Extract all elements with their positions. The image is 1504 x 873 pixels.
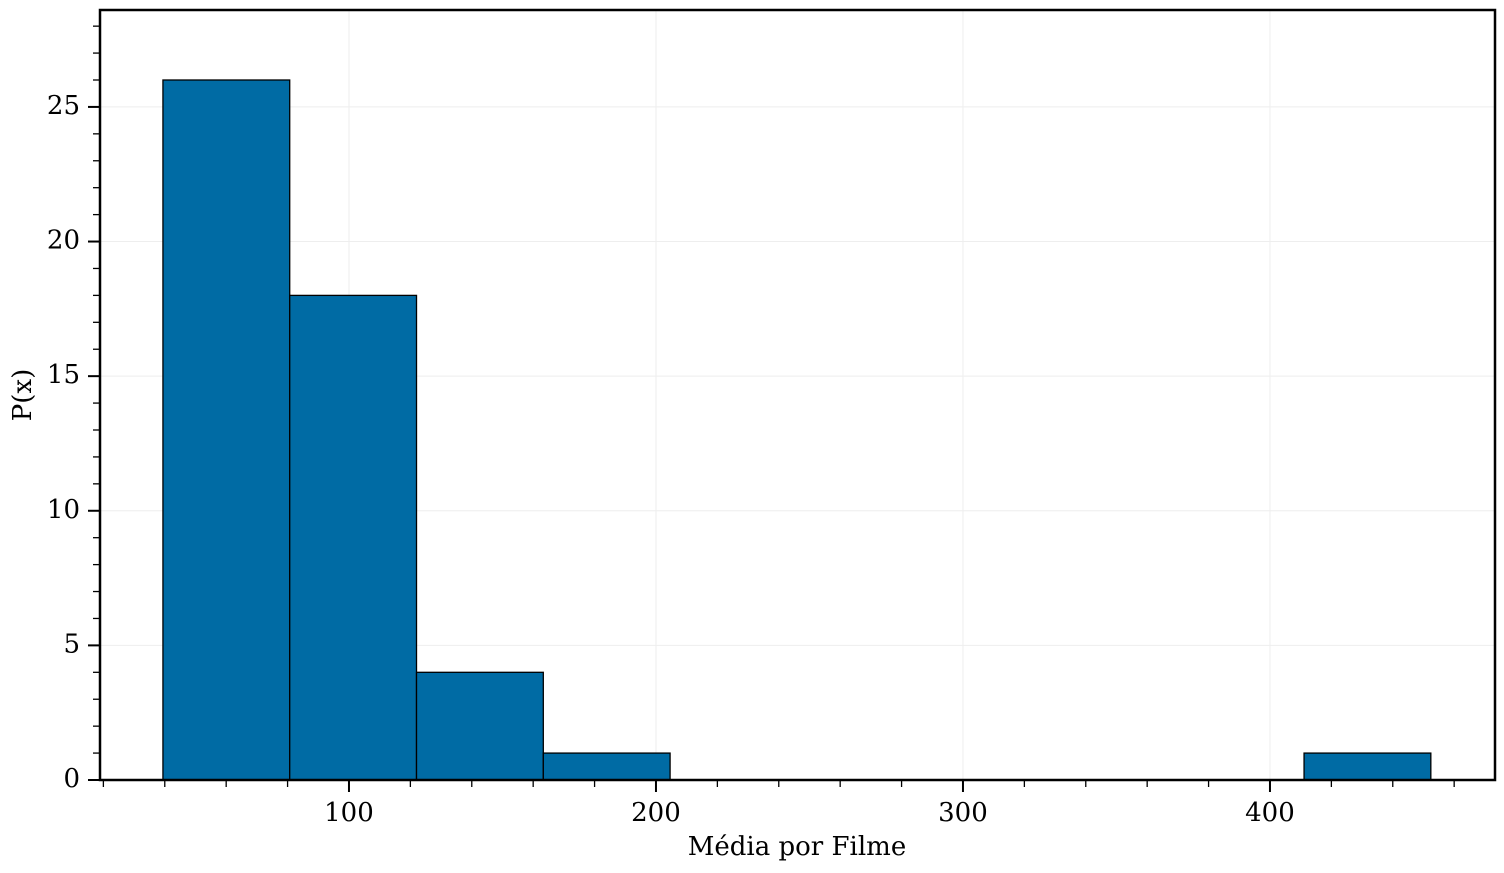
x-tick-label: 400 xyxy=(1245,798,1295,828)
y-axis-label: P(x) xyxy=(8,369,38,421)
y-tick-label: 15 xyxy=(47,360,80,390)
x-tick-label: 200 xyxy=(631,798,681,828)
x-axis-label: Média por Filme xyxy=(688,832,906,862)
y-tick-label: 25 xyxy=(47,91,80,121)
y-tick-label: 5 xyxy=(63,629,80,659)
y-tick-label: 10 xyxy=(47,495,80,525)
x-tick-label: 100 xyxy=(324,798,374,828)
bar xyxy=(415,671,544,781)
bar xyxy=(289,294,418,781)
x-tick-label: 300 xyxy=(938,798,988,828)
bar xyxy=(162,79,291,781)
y-tick-label: 20 xyxy=(47,226,80,256)
plot-frame xyxy=(98,8,1497,782)
bar xyxy=(1303,752,1432,781)
bar xyxy=(542,752,671,781)
y-tick-label: 0 xyxy=(63,764,80,794)
